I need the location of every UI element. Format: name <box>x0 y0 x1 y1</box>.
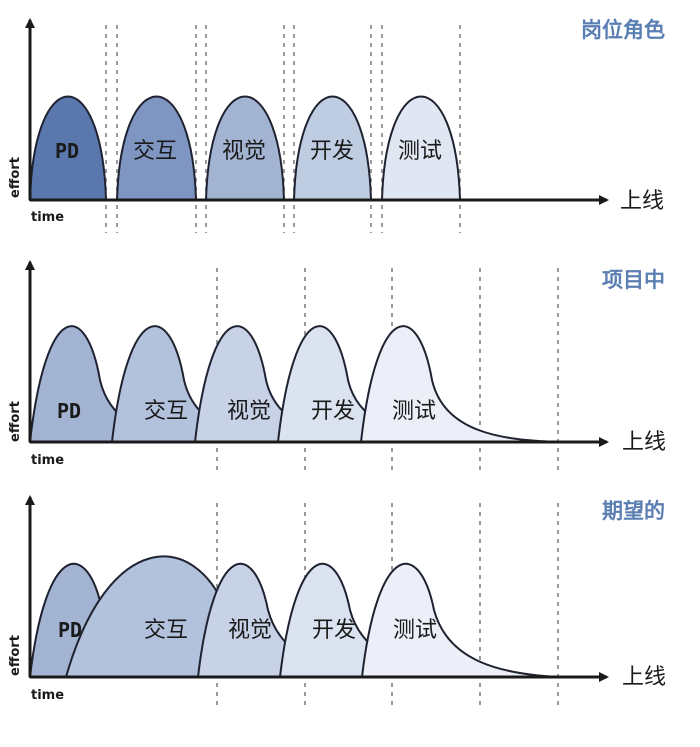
phase-label-dev: 开发 <box>312 618 356 643</box>
phase-pd-shape <box>28 95 108 201</box>
y-axis-label: effort <box>8 157 23 198</box>
phase-interaction-shape <box>115 95 198 201</box>
phase-label-visual: 视觉 <box>227 399 271 424</box>
launch-label: 上线 <box>620 189 664 214</box>
x-axis-label: time <box>31 210 64 225</box>
panel-in-project: PD 交互 视觉 开发 测试 effort time 上线 项目中 <box>8 260 666 475</box>
phase-label-test: 测试 <box>393 618 437 643</box>
phase-test-shape <box>359 325 559 443</box>
phase-label-dev: 开发 <box>311 399 355 424</box>
panel-title: 岗位角色 <box>581 18 665 42</box>
launch-label: 上线 <box>622 665 666 690</box>
y-axis-label: effort <box>8 635 23 676</box>
phase-label-dev: 开发 <box>310 139 354 164</box>
phase-label-test: 测试 <box>392 399 436 424</box>
panel-role: PD 交互 视觉 开发 测试 effort time 上线 岗位角色 <box>8 18 665 233</box>
launch-label: 上线 <box>622 430 666 455</box>
phase-label-interaction: 交互 <box>133 139 177 164</box>
phase-label-test: 测试 <box>398 139 442 164</box>
panel-title: 项目中 <box>602 268 665 292</box>
phase-test-shape <box>360 562 559 678</box>
phase-label-visual: 视觉 <box>222 139 266 164</box>
phase-label-pd: PD <box>57 399 81 423</box>
panel-title: 期望的 <box>602 499 665 523</box>
phase-label-pd: PD <box>55 139 79 163</box>
phase-dev-shape <box>292 95 373 201</box>
phase-visual-shape <box>204 95 286 201</box>
x-axis-label: time <box>31 453 64 468</box>
y-axis-label: effort <box>8 401 23 442</box>
panel-expected: PD 交互 视觉 开发 测试 effort time 上线 期望的 <box>8 495 666 710</box>
phase-label-interaction: 交互 <box>144 399 188 424</box>
x-axis-label: time <box>31 688 64 703</box>
phase-label-interaction: 交互 <box>144 618 188 643</box>
phase-label-visual: 视觉 <box>228 618 272 643</box>
phase-label-pd: PD <box>58 618 82 642</box>
phase-test-shape <box>380 95 462 201</box>
